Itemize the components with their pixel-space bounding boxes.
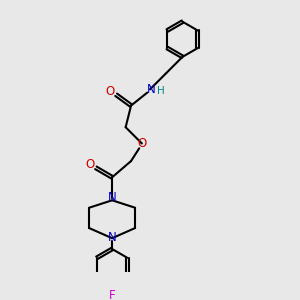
Text: N: N (108, 231, 116, 244)
Text: H: H (158, 86, 165, 96)
Text: N: N (108, 190, 116, 204)
Text: O: O (106, 85, 115, 98)
Text: N: N (147, 83, 156, 96)
Text: O: O (137, 137, 146, 150)
Text: O: O (85, 158, 94, 171)
Text: F: F (109, 289, 116, 300)
